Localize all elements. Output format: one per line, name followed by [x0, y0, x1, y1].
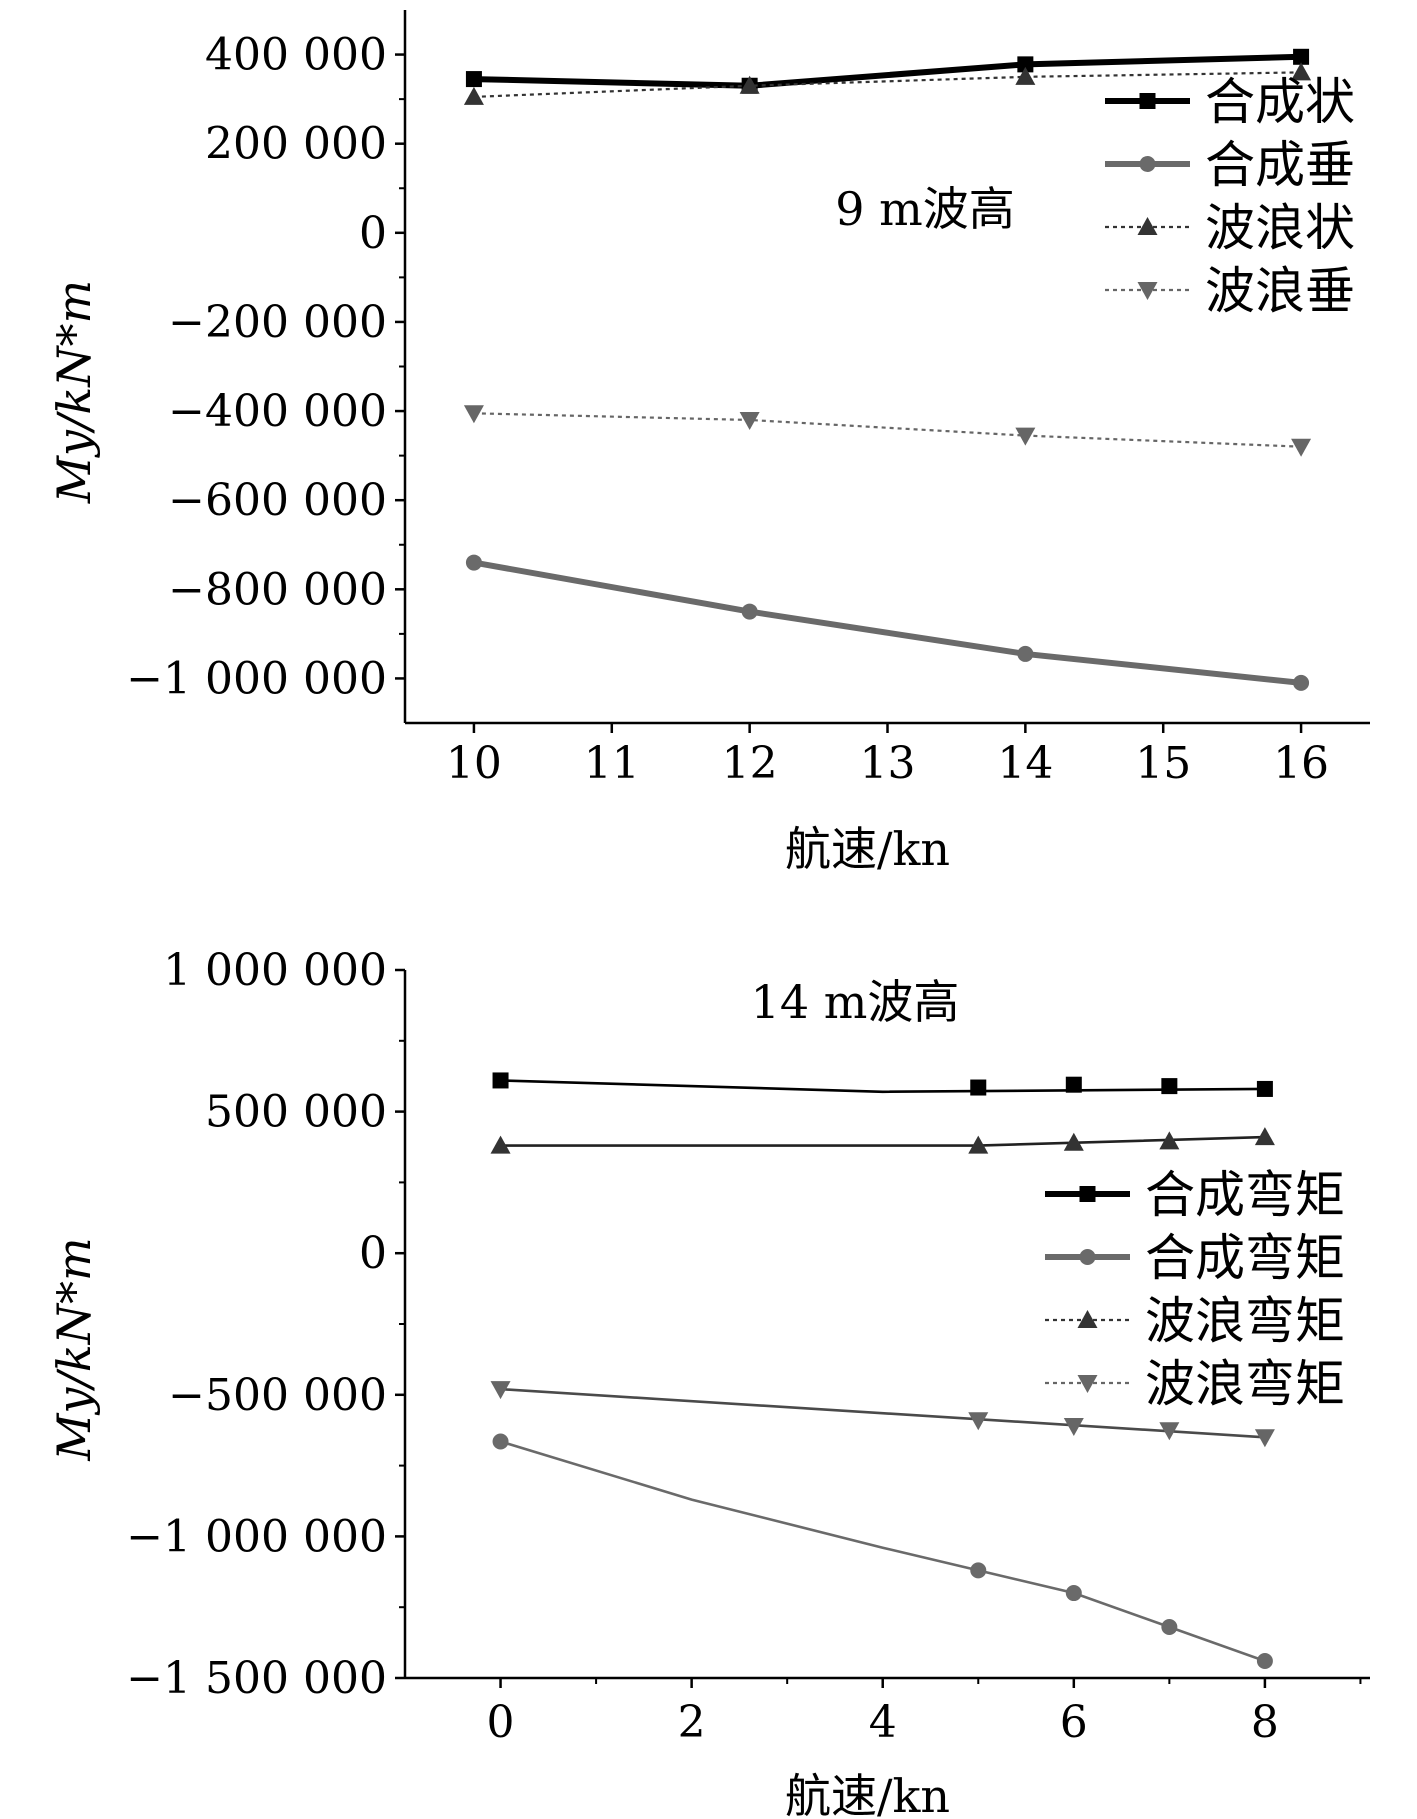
y-tick-label: 400 000: [205, 30, 387, 81]
data-point: [968, 1135, 989, 1154]
data-point: [1293, 48, 1310, 65]
series-line: [473, 412, 1302, 448]
series-line: [473, 71, 1302, 98]
legend-marker: [1079, 1186, 1096, 1202]
legend-label: 合成弯矩: [1145, 1229, 1345, 1287]
legend-label: 合成弯矩: [1145, 1166, 1345, 1224]
y-tick-label: 0: [359, 1228, 387, 1279]
legend-marker: [1077, 1375, 1098, 1393]
data-point: [463, 405, 484, 424]
series-line: [500, 1440, 1266, 1663]
data-point: [492, 1433, 509, 1450]
wave-height-annotation: 9 m波高: [835, 182, 1015, 236]
x-tick-label: 14: [997, 738, 1053, 789]
y-tick-label: −500 000: [168, 1370, 387, 1421]
series-line: [500, 1079, 1265, 1094]
data-point: [463, 86, 484, 105]
data-point: [1254, 1429, 1275, 1448]
legend-label: 波浪垂: [1205, 262, 1355, 320]
x-tick-label: 2: [678, 1697, 706, 1748]
data-point: [970, 1079, 987, 1096]
y-tick-label: 500 000: [205, 1087, 387, 1138]
y-tick-label: 1 000 000: [163, 945, 387, 996]
series-line: [473, 53, 1302, 89]
data-point: [968, 1412, 989, 1431]
data-point: [1291, 62, 1312, 81]
data-point: [739, 411, 760, 430]
y-tick-label: −1 000 000: [126, 653, 387, 704]
chart-9m-wave-height: 400 000 200 000 0 −200 000 −400 000 −600 000 −…: [47, 10, 1370, 876]
x-tick-label: 4: [869, 1697, 897, 1748]
data-point: [1065, 1076, 1082, 1093]
x-tick-label: 0: [487, 1697, 515, 1748]
x-axis-title: 航速/kn: [785, 822, 950, 876]
legend-label: 波浪弯矩: [1145, 1355, 1345, 1413]
y-tick-label: −1 500 000: [126, 1653, 387, 1704]
data-point: [741, 603, 758, 620]
data-point: [1256, 1653, 1273, 1670]
data-point: [465, 554, 482, 571]
data-point: [1017, 56, 1034, 73]
data-point: [1015, 427, 1036, 446]
legend-marker: [1137, 217, 1158, 235]
y-tick-label: 200 000: [205, 119, 387, 170]
data-point: [1017, 645, 1034, 662]
y-axis-title: My/kN*m: [47, 280, 101, 504]
data-point: [1063, 1417, 1084, 1436]
x-tick-label: 15: [1135, 738, 1191, 789]
data-point: [970, 1562, 987, 1579]
legend-marker: [1137, 282, 1158, 300]
legend-marker: [1139, 156, 1156, 172]
data-point: [1256, 1080, 1273, 1097]
x-tick-label: 8: [1251, 1697, 1279, 1748]
legend-marker: [1079, 1249, 1096, 1265]
legend-marker: [1139, 93, 1156, 109]
data-point: [1254, 1127, 1275, 1146]
series-line: [473, 559, 1302, 686]
y-tick-label: −200 000: [168, 297, 387, 348]
y-tick-label: −800 000: [168, 564, 387, 615]
y-tick-label: −600 000: [168, 475, 387, 526]
legend-label: 合成垂: [1205, 136, 1355, 194]
x-axis-title: 航速/kn: [785, 1769, 950, 1819]
x-tick-label: 16: [1273, 738, 1329, 789]
data-point: [1161, 1619, 1178, 1636]
data-point: [1161, 1078, 1178, 1095]
x-tick-label: 10: [446, 738, 502, 789]
x-tick-label: 13: [860, 738, 916, 789]
x-tick-label: 11: [584, 738, 640, 789]
series-line: [500, 1387, 1265, 1439]
y-tick-label: 0: [359, 208, 387, 259]
data-point: [490, 1381, 511, 1400]
data-point: [1015, 66, 1036, 85]
y-tick-label: −1 000 000: [126, 1511, 387, 1562]
legend-marker: [1077, 1310, 1098, 1328]
legend-label: 波浪弯矩: [1145, 1292, 1345, 1350]
data-point: [1293, 674, 1310, 691]
data-point: [1291, 438, 1312, 457]
y-axis-title: My/kN*m: [47, 1237, 101, 1461]
chart-14m-wave-height: 1 000 000 500 000 0 −500 000 −1 000 000 −1 50…: [47, 945, 1370, 1819]
data-point: [1159, 1422, 1180, 1441]
x-tick-label: 6: [1060, 1697, 1088, 1748]
data-point: [1063, 1132, 1084, 1151]
data-point: [739, 75, 760, 94]
x-tick-label: 12: [722, 738, 778, 789]
series-line: [500, 1135, 1265, 1147]
data-point: [1065, 1585, 1082, 1602]
y-tick-label: −400 000: [168, 386, 387, 437]
data-point: [490, 1135, 511, 1154]
legend-label: 波浪状: [1205, 199, 1355, 257]
wave-height-annotation: 14 m波高: [751, 975, 960, 1029]
legend-label: 合成状: [1205, 73, 1355, 131]
data-point: [465, 71, 482, 88]
data-point: [1159, 1131, 1180, 1150]
data-point: [492, 1072, 509, 1089]
